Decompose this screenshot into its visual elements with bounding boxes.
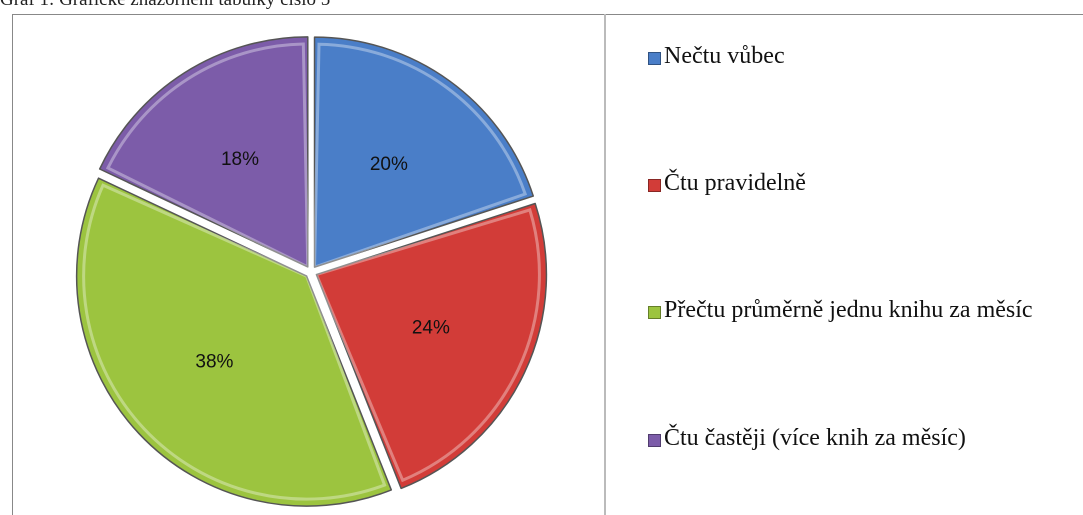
legend-swatch [648,306,661,319]
pie-slice [315,202,548,490]
legend-swatch [648,434,661,447]
legend-item: Nečtu vůbec [648,40,1048,73]
legend-item: Přečtu průměrně jednu knihu za měsíc [648,294,1048,327]
legend-item: Čtu častěji (více knih za měsíc) [648,422,1048,455]
slice-bevel [82,183,387,501]
slice-bevel [312,42,528,270]
pie-slice [98,36,309,268]
pie-slice [313,36,535,268]
chart-title: Graf 1: Grafické znázornění tabulky čísl… [0,0,330,11]
legend-item: Čtu pravidelně [648,167,1048,200]
data-label: 24% [412,317,450,338]
legend-swatch [648,179,661,192]
data-label: 38% [195,352,233,373]
slice-bevel [105,42,310,270]
data-label: 20% [370,154,408,175]
legend-label: Čtu pravidelně [664,170,806,196]
legend-label: Nečtu vůbec [664,43,785,69]
pie-slice [75,177,393,507]
legend-label: Čtu častěji (více knih za měsíc) [664,425,966,451]
data-label: 18% [221,149,259,170]
legend-label: Přečtu průměrně jednu knihu za měsíc [664,297,1033,323]
legend-swatch [648,52,661,65]
chart-frame [12,14,1083,515]
slice-bevel [314,208,541,483]
